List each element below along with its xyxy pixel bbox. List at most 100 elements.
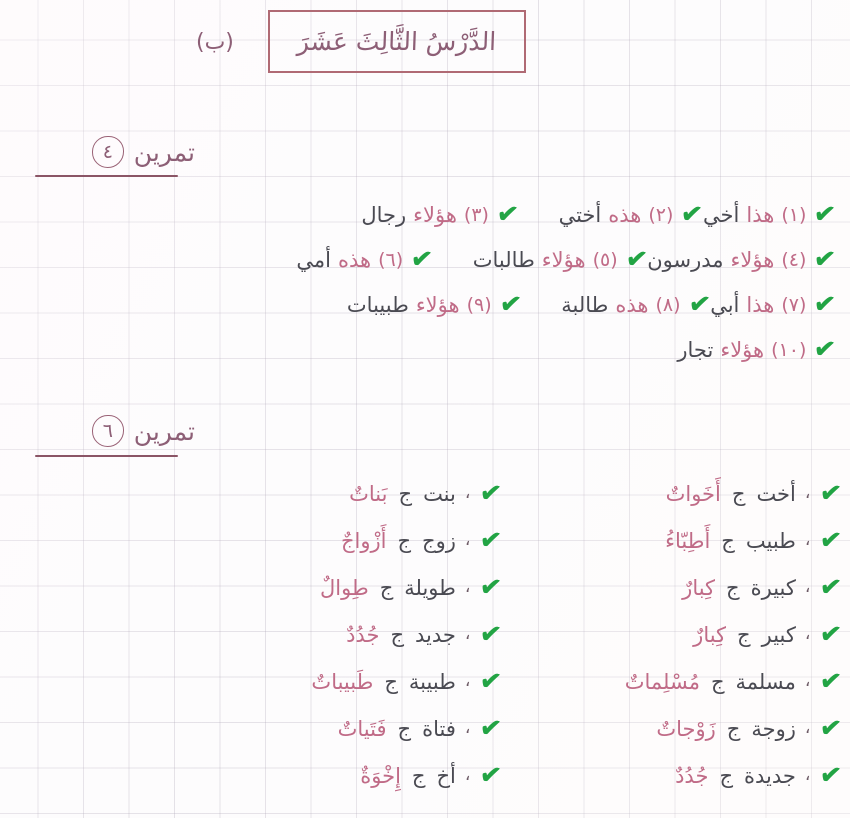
singular-word: جديدة [744,763,796,788]
check-mark-icon: ✔ [408,242,435,277]
noun-word: تجار [677,337,714,362]
list-bullet: ، [464,718,471,738]
check-mark-icon: ✔ [811,197,838,232]
plural-marker: ج [397,716,412,741]
singular-word: أخ [436,763,456,788]
demonstrative-word: هؤلاء [415,292,460,317]
singular-word: كبيرة [750,575,796,600]
check-mark-icon: ✔ [817,711,844,746]
exercise-4-label: تمرين [133,137,195,167]
list-bullet: ، [804,718,811,738]
exercise-6-row: ✔ ، بنت ج بَناتٌ [172,470,504,517]
exercise-6-row: ✔ ، كبيرة ج كِبارٌ [502,564,844,611]
noun-word: رجال [361,202,407,227]
list-bullet: ، [804,530,811,550]
list-bullet: ، [464,577,471,597]
singular-word: بنت [423,481,456,506]
exercise-4-row: ✔ (١) هذا أخي ✔ (٢) هذه أختي ✔ (٣) هؤلاء رجال [0,192,850,237]
check-mark-icon: ✔ [678,197,705,232]
plural-marker: ج [721,528,735,553]
plural-word: كِبارٌ [682,575,716,600]
plural-word: طِوالٌ [320,575,369,600]
plural-word: أَخَواتٌ [665,481,721,506]
singular-word: طبيب [745,528,796,553]
exercise-6-row: ✔ ، طبيبة ج طَبيباتٌ [172,658,504,705]
check-mark-icon: ✔ [817,664,844,699]
check-mark-icon: ✔ [477,523,504,558]
plural-marker: ج [390,622,404,647]
check-mark-icon: ✔ [477,758,504,793]
singular-word: كبير [761,622,796,647]
list-bullet: ، [804,483,811,503]
exercise-6-row: ✔ ، كبير ج كِبارٌ [502,611,844,658]
noun-word: أخي [703,202,740,227]
list-bullet: ، [804,577,811,597]
demonstrative-word: هؤلاء [730,247,775,272]
check-mark-icon: ✔ [811,332,838,367]
plural-marker: ج [379,575,394,600]
exercise-4-item: ✔ (٣) هؤلاء رجال [361,197,521,232]
plural-marker: ج [411,763,426,788]
item-number: (٣) [463,203,489,226]
singular-word: أخت [756,481,796,506]
item-number: (٧) [781,293,807,316]
singular-word: مسلمة [735,669,796,694]
noun-word: أمي [296,247,331,272]
exercise-6-row: ✔ ، طبيب ج أَطِبّاءُ [502,517,844,564]
list-bullet: ، [464,765,471,785]
exercise-6-underline [35,455,178,457]
plural-word: جُدُدٌ [675,763,709,788]
demonstrative-word: هؤلاء [541,247,586,272]
check-mark-icon: ✔ [817,570,844,605]
exercise-4-item: ✔ (٩) هؤلاء طبيبات [346,288,523,322]
check-mark-icon: ✔ [623,242,649,277]
exercise-6-row: ✔ ، زوجة ج زَوْجاتٌ [502,705,844,752]
check-mark-icon: ✔ [477,664,504,699]
item-number: (٥) [592,248,618,271]
plural-word: أَزْواجٌ [340,528,387,553]
exercise-4-item: ✔ (٤) هؤلاء مدرسون [647,242,838,277]
plural-marker: ج [398,481,413,506]
exercise-6-heading: تمرين ٦ [91,415,195,447]
singular-word: طويلة [404,575,456,600]
exercise-6-row: ✔ ، أخت ج أَخَواتٌ [502,470,844,517]
exercise-6-left-column: ✔ ، بنت ج بَناتٌ ✔ ، زوج ج أَزْواجٌ ✔ ، طويلة ج طِوالٌ… [172,470,504,799]
check-mark-icon: ✔ [494,197,521,232]
exercise-4-item: ✔ (٦) هذه أمي [296,242,435,277]
list-bullet: ، [464,530,471,550]
check-mark-icon: ✔ [477,570,504,605]
list-bullet: ، [804,624,811,644]
check-mark-icon: ✔ [817,523,844,558]
list-bullet: ، [464,624,471,644]
plural-marker: ج [710,669,725,694]
exercise-6-label: تمرين [133,416,195,446]
plural-word: أَطِبّاءُ [665,528,711,553]
exercise-4-items: ✔ (١) هذا أخي ✔ (٢) هذه أختي ✔ (٣) هؤلاء رجال ✔ (٤) هؤ… [0,192,850,372]
exercise-6-items: ✔ ، أخت ج أَخَواتٌ ✔ ، طبيب ج أَطِبّاءُ ✔ ، كبيرة ج كِ… [0,470,850,799]
check-mark-icon: ✔ [817,617,844,652]
exercise-4-item: ✔ (٨) هذه طالبة [561,288,711,322]
singular-word: طبيبة [408,669,456,694]
noun-word: طبيبات [346,292,409,317]
check-mark-icon: ✔ [811,242,838,277]
singular-word: جديد [415,622,456,647]
plural-marker: ج [731,481,746,506]
item-number: (١) [781,203,807,226]
singular-word: زوج [422,528,456,553]
exercise-6-row: ✔ ، زوج ج أَزْواجٌ [172,517,504,564]
title-box: الدَّرْسُ الثَّالِثَ عَشَرَ [268,10,526,73]
exercise-4-item: ✔ (١٠) هؤلاء تجار [677,332,838,367]
plural-word: مُسْلِماتٌ [624,669,700,694]
title-suffix: (ب) [196,30,234,55]
exercise-4-number: ٤ [91,136,124,168]
demonstrative-word: هؤلاء [720,337,765,362]
check-mark-icon: ✔ [477,711,504,746]
demonstrative-word: هذا [746,292,775,317]
noun-word: مدرسون [647,247,724,272]
check-mark-icon: ✔ [477,476,504,511]
exercise-6-right-column: ✔ ، أخت ج أَخَواتٌ ✔ ، طبيب ج أَطِبّاءُ ✔ ، كبيرة ج كِ… [502,470,850,799]
exercise-6-row: ✔ ، مسلمة ج مُسْلِماتٌ [502,658,844,705]
item-number: (٤) [781,248,807,271]
demonstrative-word: هؤلاء [413,202,457,227]
